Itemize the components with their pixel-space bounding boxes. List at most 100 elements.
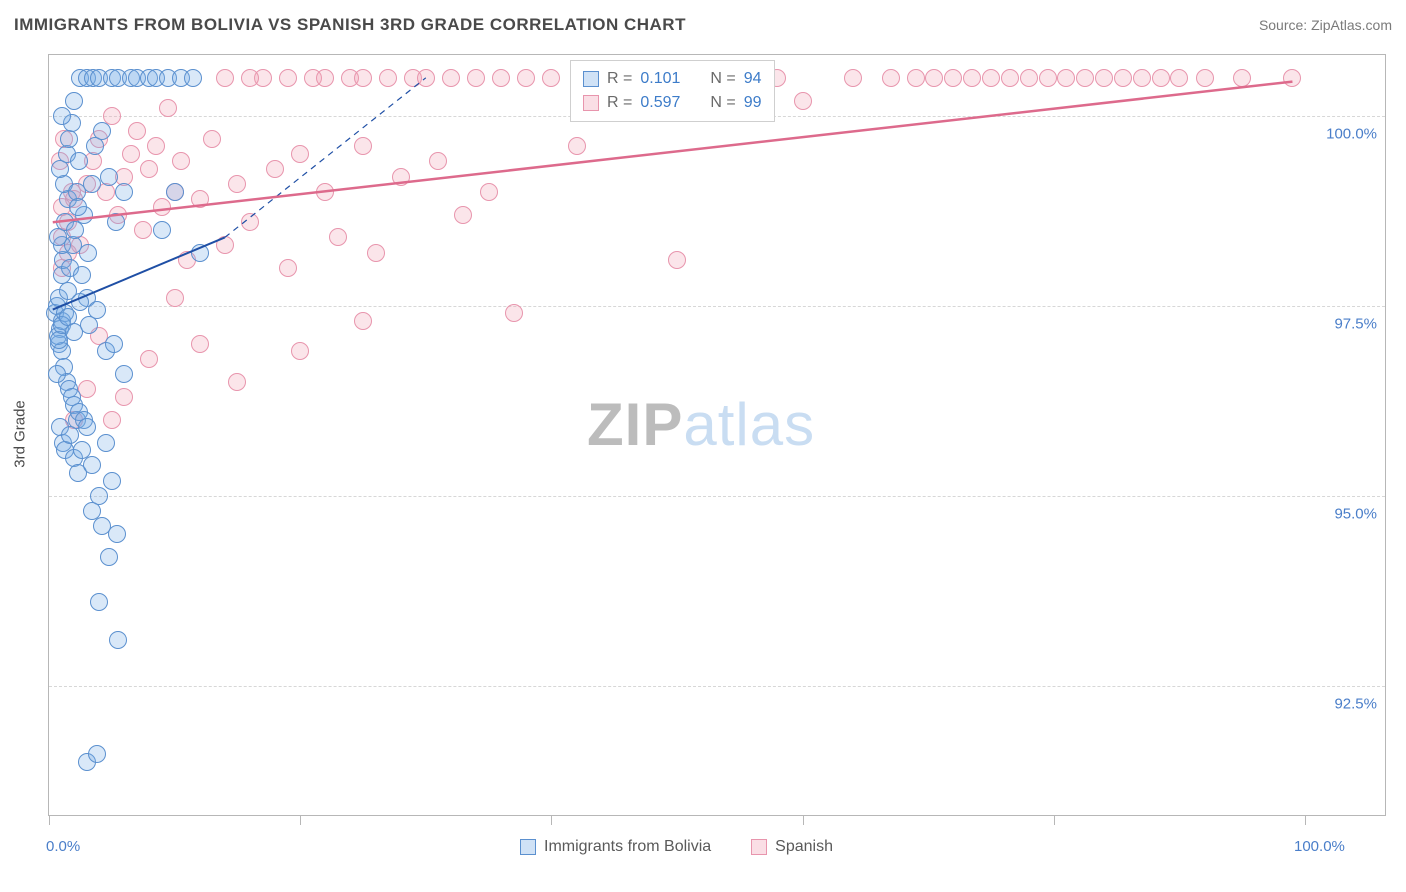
scatter-point xyxy=(103,411,121,429)
scatter-point xyxy=(467,69,485,87)
legend-label-pink: Spanish xyxy=(775,838,833,856)
scatter-point xyxy=(216,236,234,254)
legend-stats-row-blue: R = 0.101 N = 94 xyxy=(583,67,762,91)
scatter-point xyxy=(159,99,177,117)
scatter-point xyxy=(83,175,101,193)
y-axis-label: 3rd Grade xyxy=(12,400,29,468)
scatter-point xyxy=(354,137,372,155)
scatter-point xyxy=(100,168,118,186)
scatter-point xyxy=(1196,69,1214,87)
legend-item-blue: Immigrants from Bolivia xyxy=(520,838,711,856)
scatter-point xyxy=(492,69,510,87)
scatter-point xyxy=(105,335,123,353)
scatter-point xyxy=(1095,69,1113,87)
scatter-point xyxy=(1039,69,1057,87)
scatter-point xyxy=(354,69,372,87)
scatter-point xyxy=(70,152,88,170)
scatter-point xyxy=(109,631,127,649)
scatter-point xyxy=(71,293,89,311)
scatter-point xyxy=(417,69,435,87)
scatter-point xyxy=(1152,69,1170,87)
scatter-point xyxy=(291,342,309,360)
scatter-point xyxy=(1114,69,1132,87)
scatter-point xyxy=(542,69,560,87)
gridline xyxy=(49,306,1385,307)
scatter-point xyxy=(147,137,165,155)
trend-lines xyxy=(49,55,1385,815)
scatter-point xyxy=(172,152,190,170)
n-value-blue: 94 xyxy=(744,67,762,91)
x-tick xyxy=(1305,815,1306,825)
scatter-point xyxy=(78,418,96,436)
scatter-point xyxy=(266,160,284,178)
scatter-point xyxy=(882,69,900,87)
scatter-point xyxy=(316,69,334,87)
scatter-point xyxy=(1076,69,1094,87)
scatter-point xyxy=(88,745,106,763)
gridline xyxy=(49,686,1385,687)
scatter-point xyxy=(844,69,862,87)
scatter-point xyxy=(794,92,812,110)
scatter-point xyxy=(134,221,152,239)
scatter-point xyxy=(454,206,472,224)
scatter-point xyxy=(241,213,259,231)
scatter-point xyxy=(1283,69,1301,87)
scatter-point xyxy=(140,350,158,368)
swatch-pink-icon xyxy=(583,95,599,111)
scatter-point xyxy=(442,69,460,87)
scatter-point xyxy=(329,228,347,246)
y-tick-label: 92.5% xyxy=(1307,695,1377,712)
legend-series: Immigrants from Bolivia Spanish xyxy=(520,838,863,856)
scatter-point xyxy=(191,244,209,262)
scatter-point xyxy=(64,236,82,254)
scatter-point xyxy=(1001,69,1019,87)
chart-title: IMMIGRANTS FROM BOLIVIA VS SPANISH 3RD G… xyxy=(14,15,686,35)
legend-item-pink: Spanish xyxy=(751,838,833,856)
scatter-point xyxy=(517,69,535,87)
scatter-point xyxy=(505,304,523,322)
r-value-blue: 0.101 xyxy=(640,67,680,91)
plot-area: 92.5%95.0%97.5%100.0%ZIPatlas xyxy=(48,54,1386,816)
swatch-pink-icon xyxy=(751,839,767,855)
scatter-point xyxy=(166,183,184,201)
scatter-point xyxy=(241,69,259,87)
gridline xyxy=(49,496,1385,497)
y-tick-label: 97.5% xyxy=(1307,315,1377,332)
scatter-point xyxy=(944,69,962,87)
scatter-point xyxy=(90,593,108,611)
scatter-point xyxy=(367,244,385,262)
scatter-point xyxy=(115,388,133,406)
legend-stats-row-pink: R = 0.597 N = 99 xyxy=(583,91,762,115)
n-label: N = xyxy=(710,67,735,91)
scatter-point xyxy=(1057,69,1075,87)
scatter-point xyxy=(392,168,410,186)
scatter-point xyxy=(925,69,943,87)
scatter-point xyxy=(103,472,121,490)
scatter-point xyxy=(480,183,498,201)
scatter-point xyxy=(48,365,66,383)
scatter-point xyxy=(97,434,115,452)
scatter-point xyxy=(291,145,309,163)
scatter-point xyxy=(228,373,246,391)
scatter-point xyxy=(191,335,209,353)
r-value-pink: 0.597 xyxy=(640,91,680,115)
scatter-point xyxy=(115,183,133,201)
scatter-point xyxy=(69,198,87,216)
legend-stats: R = 0.101 N = 94 R = 0.597 N = 99 xyxy=(570,60,775,122)
scatter-point xyxy=(982,69,1000,87)
scatter-point xyxy=(963,69,981,87)
scatter-point xyxy=(140,160,158,178)
scatter-point xyxy=(122,145,140,163)
scatter-point xyxy=(88,301,106,319)
x-label-min: 0.0% xyxy=(46,838,80,855)
scatter-point xyxy=(73,266,91,284)
swatch-blue-icon xyxy=(583,71,599,87)
x-tick xyxy=(300,815,301,825)
r-label: R = xyxy=(607,67,632,91)
scatter-point xyxy=(216,69,234,87)
swatch-blue-icon xyxy=(520,839,536,855)
scatter-point xyxy=(1133,69,1151,87)
n-label: N = xyxy=(710,91,735,115)
scatter-point xyxy=(100,548,118,566)
scatter-point xyxy=(279,69,297,87)
